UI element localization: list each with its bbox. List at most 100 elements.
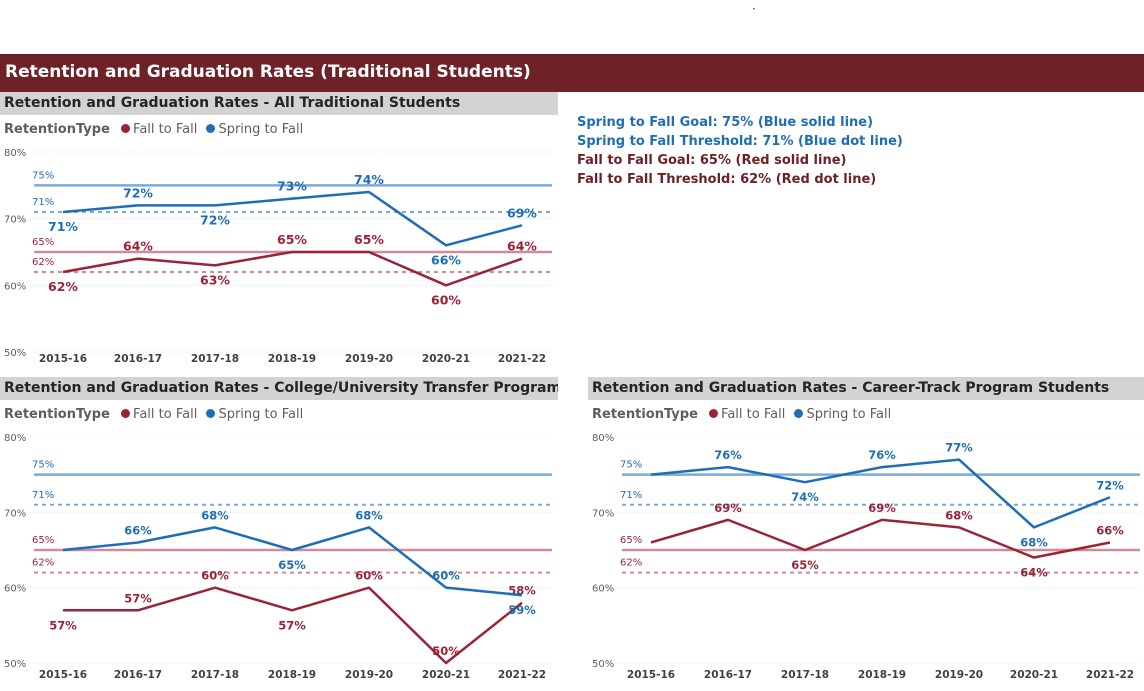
y-tick-label: 70%	[4, 508, 26, 519]
legend-spring[interactable]: Spring to Fall	[218, 122, 304, 137]
data-label: 65%	[277, 232, 307, 247]
line-chart[interactable]: 80% 70% 60% 50% 75% 71% 65% 62% 2015-16 2016-17 20…	[588, 425, 1144, 691]
data-label: 63%	[200, 272, 230, 287]
reference-line-label: 65%	[32, 535, 54, 546]
y-tick-label: 80%	[4, 148, 26, 159]
y-tick-label: 50%	[4, 659, 26, 670]
chart-panel-all-traditional: Retention and Graduation Rates - All Tra…	[0, 92, 560, 377]
series-line-spring-to-fall	[650, 458, 1111, 529]
spring-swatch-icon	[206, 409, 216, 418]
data-label: 66%	[431, 252, 461, 267]
spring-swatch-icon	[794, 409, 804, 418]
dot-mark: ·	[752, 2, 756, 16]
y-tick-label: 50%	[592, 659, 614, 670]
x-tick-label: 2021-22	[498, 669, 546, 681]
x-tick-label: 2020-21	[1010, 669, 1058, 681]
data-label: 68%	[201, 508, 229, 522]
reference-line-label: 65%	[620, 535, 642, 546]
x-tick-label: 2018-19	[268, 353, 316, 365]
legend-title: RetentionType	[4, 122, 110, 137]
data-label: 74%	[354, 172, 384, 187]
threshold-fall: Fall to Fall Threshold: 62% (Red dot lin…	[577, 172, 877, 187]
threshold-spring: Spring to Fall Threshold: 71% (Blue dot …	[577, 134, 903, 149]
data-label: 69%	[714, 501, 742, 515]
data-label: 60%	[355, 569, 383, 583]
legend-fall[interactable]: Fall to Fall	[133, 407, 198, 422]
reference-line-label: 75%	[32, 170, 54, 181]
chart-legend[interactable]: RetentionType Fall to Fall Spring to Fal…	[4, 407, 305, 422]
data-label: 68%	[945, 508, 973, 522]
data-label: 74%	[791, 490, 819, 504]
reference-line-label: 62%	[32, 257, 54, 268]
x-tick-label: 2019-20	[345, 669, 393, 681]
x-tick-label: 2021-22	[498, 353, 546, 365]
x-tick-label: 2019-20	[345, 353, 393, 365]
legend-title: RetentionType	[4, 407, 110, 422]
line-chart[interactable]: 80% 70% 60% 50% 75% 71% 65% 62% 2015-16 2016-17 20…	[0, 140, 560, 374]
fall-swatch-icon	[709, 409, 719, 418]
data-label: 65%	[278, 558, 306, 572]
legend-spring[interactable]: Spring to Fall	[218, 407, 304, 422]
series-line-fall-to-fall	[63, 586, 523, 665]
data-label: 69%	[507, 205, 537, 220]
goal-spring: Spring to Fall Goal: 75% (Blue solid lin…	[577, 115, 874, 130]
data-label: 58%	[508, 584, 536, 598]
x-tick-label: 2017-18	[191, 669, 239, 681]
legend-fall[interactable]: Fall to Fall	[133, 122, 198, 137]
line-chart[interactable]: 80% 70% 60% 50% 75% 71% 65% 62% 2015-16 2016-17 20…	[0, 425, 560, 691]
y-tick-label: 60%	[4, 281, 26, 292]
data-label: 60%	[431, 292, 461, 307]
series-line-spring-to-fall	[62, 526, 523, 597]
series-line-spring-to-fall	[62, 190, 523, 247]
reference-line-label: 71%	[32, 490, 54, 501]
data-label: 76%	[868, 448, 896, 462]
series-line-fall-to-fall	[650, 518, 1111, 559]
data-label: 60%	[432, 569, 460, 583]
chart-panel-transfer: Retention and Graduation Rates - College…	[0, 377, 560, 691]
data-label: 64%	[123, 239, 153, 254]
data-label: 77%	[945, 441, 973, 455]
goal-fall: Fall to Fall Goal: 65% (Red solid line)	[577, 153, 847, 168]
y-tick-label: 50%	[4, 348, 26, 359]
chart-title: Retention and Graduation Rates - All Tra…	[0, 92, 558, 115]
data-label: 66%	[1096, 523, 1124, 537]
reference-line-label: 62%	[620, 558, 642, 569]
x-tick-label: 2015-16	[627, 669, 675, 681]
data-label: 64%	[507, 239, 537, 254]
data-label: 69%	[868, 501, 896, 515]
data-label: 65%	[791, 558, 819, 572]
legend-spring[interactable]: Spring to Fall	[806, 407, 892, 422]
data-label: 72%	[200, 212, 230, 227]
chart-legend[interactable]: RetentionType Fall to Fall Spring to Fal…	[592, 407, 893, 422]
y-tick-label: 80%	[592, 433, 614, 444]
data-label: 64%	[1020, 566, 1048, 580]
y-tick-label: 60%	[4, 584, 26, 595]
data-label: 72%	[1096, 478, 1124, 492]
x-tick-label: 2018-19	[268, 669, 316, 681]
x-tick-label: 2015-16	[39, 353, 87, 365]
chart-title: Retention and Graduation Rates - College…	[0, 377, 558, 400]
data-label: 57%	[278, 618, 306, 632]
y-tick-label: 70%	[4, 215, 26, 226]
x-tick-label: 2016-17	[114, 353, 162, 365]
y-tick-label: 60%	[592, 584, 614, 595]
data-label: 68%	[355, 508, 383, 522]
x-tick-label: 2016-17	[704, 669, 752, 681]
legend-fall[interactable]: Fall to Fall	[721, 407, 786, 422]
y-tick-label: 80%	[4, 433, 26, 444]
x-tick-label: 2017-18	[191, 353, 239, 365]
data-label: 65%	[354, 232, 384, 247]
reference-line-label: 65%	[32, 237, 54, 248]
data-label: 76%	[714, 448, 742, 462]
series-line-fall-to-fall	[62, 250, 523, 287]
data-label: 59%	[508, 603, 536, 617]
goals-legend: Spring to Fall Goal: 75% (Blue solid lin…	[577, 113, 903, 189]
data-label: 71%	[48, 219, 78, 234]
reference-line-label: 62%	[32, 558, 54, 569]
x-tick-label: 2016-17	[114, 669, 162, 681]
chart-legend[interactable]: RetentionType Fall to Fall Spring to Fal…	[4, 122, 305, 137]
chart-title: Retention and Graduation Rates - Career-…	[588, 377, 1144, 400]
x-tick-label: 2015-16	[39, 669, 87, 681]
reference-line-label: 71%	[620, 490, 642, 501]
